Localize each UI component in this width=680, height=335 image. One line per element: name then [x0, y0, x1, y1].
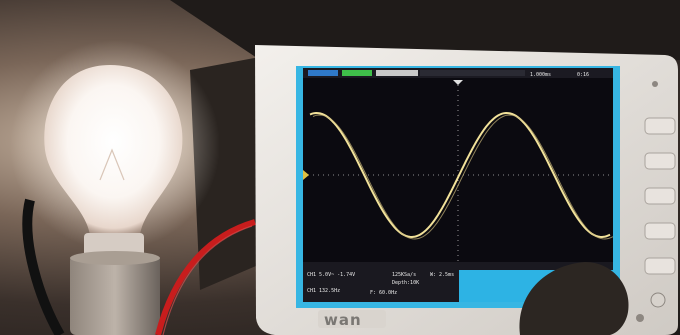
readout-ch1-line2: CH1 132.5Hz — [307, 288, 340, 294]
channel-marker — [303, 170, 309, 180]
brand-text: wan — [324, 311, 362, 329]
menu-button-1[interactable] — [644, 117, 676, 135]
status-block-gray — [376, 70, 418, 76]
timeline-bar — [420, 70, 525, 76]
readout-window: W: 2.5ms — [430, 272, 454, 278]
sine-trace — [309, 111, 611, 239]
light-bulb — [44, 65, 183, 335]
background-shelf — [170, 0, 680, 60]
readout-timebase: 125KSa/s — [392, 272, 416, 278]
status-block-green — [342, 70, 372, 76]
black-cable — [22, 198, 65, 335]
top-readout-1: 1.000ms — [530, 72, 551, 78]
top-readout-2: 0:16 — [577, 72, 589, 78]
readout-depth: Depth:10K — [392, 280, 419, 286]
lamp-socket — [70, 255, 160, 335]
sine-trace-shadow — [312, 114, 614, 240]
red-probe-cable — [155, 219, 256, 335]
readout-ch2: F: 60.0Hz — [370, 290, 397, 296]
menu-button-5[interactable] — [644, 257, 676, 275]
trigger-marker — [453, 80, 463, 85]
brand-logo: wan — [318, 310, 386, 329]
oscilloscope: 1.000ms 0:16 CH1 5.0V~ -1.74V CH1 132.5H… — [255, 45, 678, 335]
small-knob[interactable] — [636, 314, 644, 322]
side-buttons — [636, 81, 676, 322]
menu-button-4[interactable] — [644, 222, 676, 240]
round-button[interactable] — [650, 292, 666, 308]
hand — [519, 262, 629, 335]
power-led-icon — [652, 81, 658, 87]
menu-button-2[interactable] — [644, 152, 676, 170]
menu-button-3[interactable] — [644, 187, 676, 205]
readout-ch1-line1: CH1 5.0V~ -1.74V — [307, 272, 355, 278]
status-block-blue — [308, 70, 338, 76]
